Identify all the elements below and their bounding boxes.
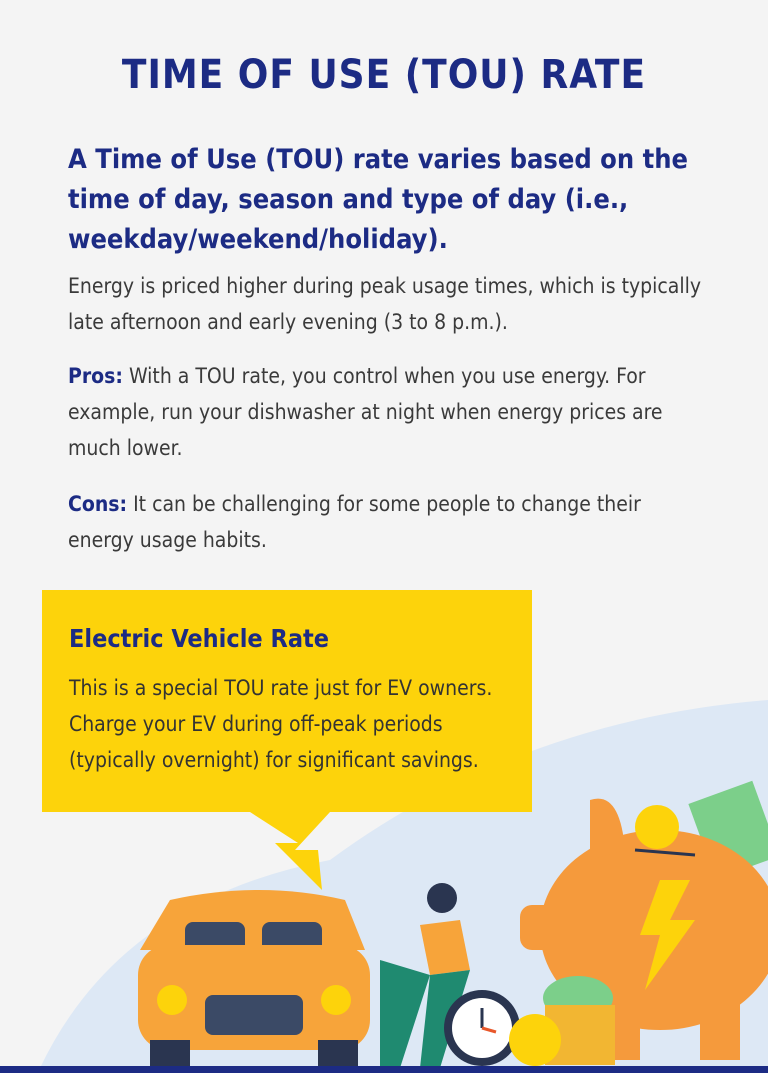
intro-text: Energy is priced higher during peak usag… xyxy=(68,274,702,334)
heading: A Time of Use (TOU) rate varies based on… xyxy=(68,144,689,255)
coins xyxy=(509,976,615,1066)
pros-label: Pros: xyxy=(68,364,123,388)
clock xyxy=(444,990,520,1066)
title: TIME OF USE (TOU) RATE xyxy=(121,52,647,98)
callout-text: This is a special TOU rate just for EV o… xyxy=(69,676,493,772)
pros: Pros: With a TOU rate, you control when … xyxy=(68,358,708,466)
pros-text: With a TOU rate, you control when you us… xyxy=(68,364,663,460)
callout: Electric Vehicle Rate This is a special … xyxy=(42,590,532,812)
callout-title: Electric Vehicle Rate xyxy=(69,624,330,653)
cons-text: It can be challenging for some people to… xyxy=(68,492,641,552)
car xyxy=(138,890,370,1068)
cons: Cons: It can be challenging for some peo… xyxy=(68,486,708,558)
bolt-tail xyxy=(250,812,330,890)
bottom-bar xyxy=(0,1066,768,1073)
cons-label: Cons: xyxy=(68,492,128,516)
